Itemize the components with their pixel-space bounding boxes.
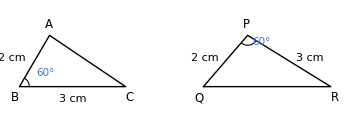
Text: 2 cm: 2 cm: [191, 53, 218, 63]
Text: Q: Q: [195, 91, 204, 104]
Text: B: B: [11, 91, 19, 104]
Text: C: C: [126, 91, 134, 104]
Text: 3 cm: 3 cm: [59, 94, 86, 104]
Text: 60°: 60°: [37, 68, 55, 78]
Text: A: A: [44, 18, 52, 31]
Text: 60°: 60°: [252, 37, 271, 47]
Text: 2 cm: 2 cm: [0, 53, 26, 63]
Text: 3 cm: 3 cm: [296, 53, 323, 63]
Text: P: P: [243, 18, 250, 31]
Text: R: R: [331, 91, 339, 104]
